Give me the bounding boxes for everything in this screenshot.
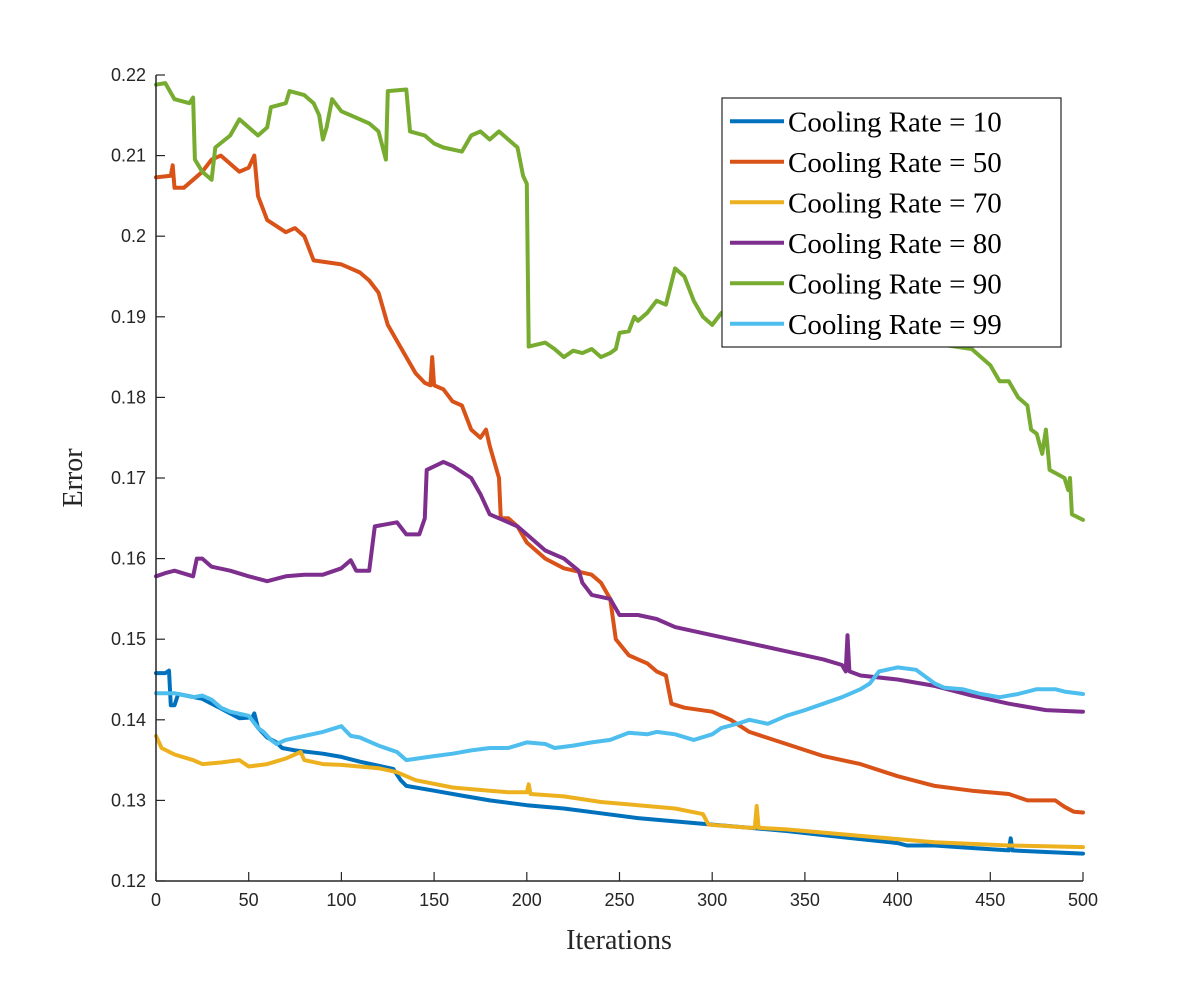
legend-entry-label: Cooling Rate = 80 <box>788 228 1002 260</box>
x-tick-label: 50 <box>239 890 259 910</box>
series-line-5 <box>154 81 1085 522</box>
y-axis-label: Error <box>58 448 89 508</box>
tick-marks: 0 50 100 150 200 250 300 350 400 450 500 0.12 0.13 0.… <box>111 65 1098 910</box>
x-axis-label: Iterations <box>566 925 672 956</box>
y-tick-label: 0.12 <box>111 871 146 891</box>
series-line-2 <box>154 153 1085 815</box>
x-tick-label: 150 <box>419 890 449 910</box>
y-tick-label: 0.22 <box>111 65 146 85</box>
x-tick-label: 100 <box>326 890 356 910</box>
legend-entry-label: Cooling Rate = 99 <box>788 309 1002 341</box>
x-tick-label: 500 <box>1068 890 1098 910</box>
legend-entry-label: Cooling Rate = 70 <box>788 187 1002 219</box>
series-lines <box>154 81 1085 856</box>
series-line-3 <box>154 733 1085 850</box>
y-tick-label: 0.2 <box>121 226 146 246</box>
legend-entry-label: Cooling Rate = 10 <box>788 106 1002 138</box>
legend-entry-label: Cooling Rate = 50 <box>788 147 1002 179</box>
series-line-6 <box>154 665 1085 763</box>
x-tick-label: 400 <box>883 890 913 910</box>
y-tick-label: 0.21 <box>111 146 146 166</box>
series-line-4 <box>154 459 1085 714</box>
x-tick-label: 250 <box>604 890 634 910</box>
y-tick-label: 0.18 <box>111 387 146 407</box>
legend-entry-label: Cooling Rate = 90 <box>788 268 1002 300</box>
y-tick-label: 0.17 <box>111 468 146 488</box>
x-tick-label: 350 <box>790 890 820 910</box>
legend: Cooling Rate = 10 Cooling Rate = 50 Coolin… <box>721 97 1062 348</box>
y-tick-label: 0.15 <box>111 629 146 649</box>
x-tick-label: 0 <box>151 890 161 910</box>
y-tick-label: 0.19 <box>111 307 146 327</box>
y-tick-label: 0.16 <box>111 549 146 569</box>
y-tick-label: 0.14 <box>111 710 146 730</box>
x-tick-label: 300 <box>697 890 727 910</box>
x-tick-label: 450 <box>975 890 1005 910</box>
x-tick-label: 200 <box>512 890 542 910</box>
legend-box <box>721 97 1062 348</box>
y-tick-label: 0.13 <box>111 790 146 810</box>
